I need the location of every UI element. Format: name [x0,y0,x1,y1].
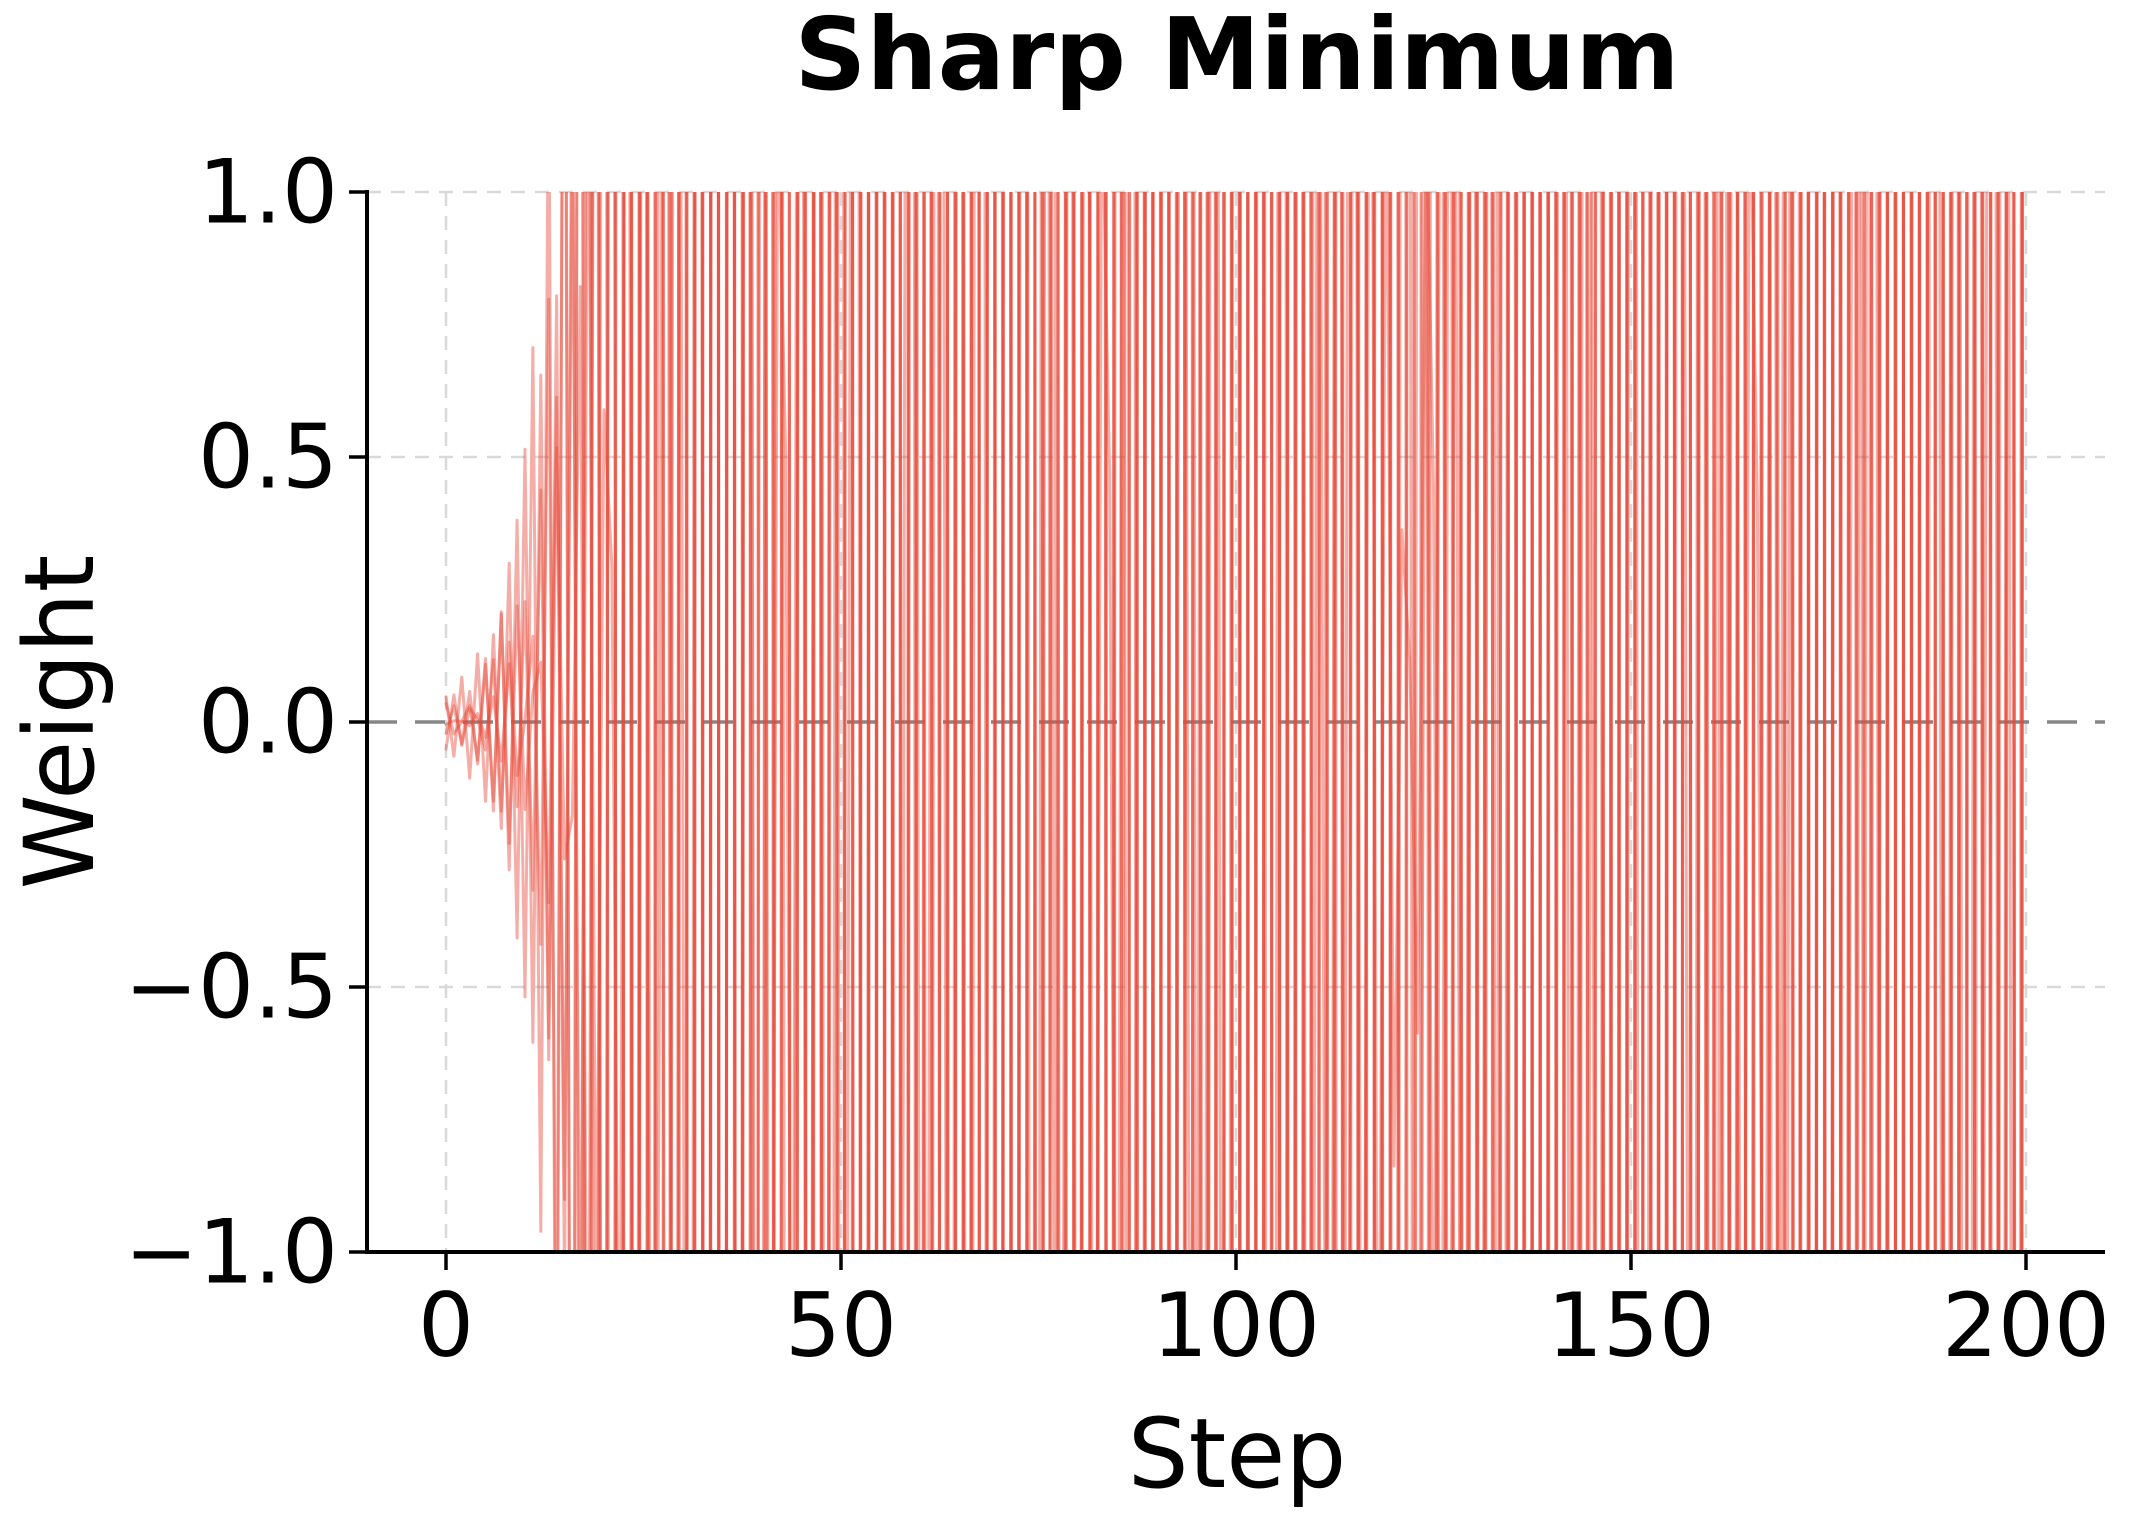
chart-title: Sharp Minimum [794,0,1680,113]
x-tick-label-100: 100 [1152,1274,1320,1377]
x-tick-label-0: 0 [418,1274,474,1377]
y-tick-label-neg1.0: −1.0 [124,1200,338,1304]
y-tick-label-1.0: 1.0 [198,140,338,244]
x-tick-label-50: 50 [785,1274,897,1377]
x-tick-label-150: 150 [1547,1274,1715,1377]
x-axis-label: Step [1127,1398,1347,1510]
y-tick-label-0.0: 0.0 [198,670,338,774]
y-axis-label: Weight [4,554,116,890]
y-tick-label-neg0.5: −0.5 [124,935,338,1039]
x-tick-label-200: 200 [1942,1274,2110,1377]
y-tick-label-0.5: 0.5 [198,405,338,509]
